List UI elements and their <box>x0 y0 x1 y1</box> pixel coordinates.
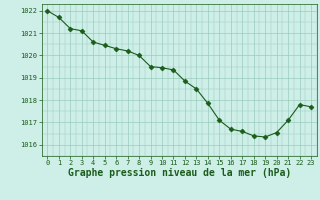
X-axis label: Graphe pression niveau de la mer (hPa): Graphe pression niveau de la mer (hPa) <box>68 168 291 178</box>
